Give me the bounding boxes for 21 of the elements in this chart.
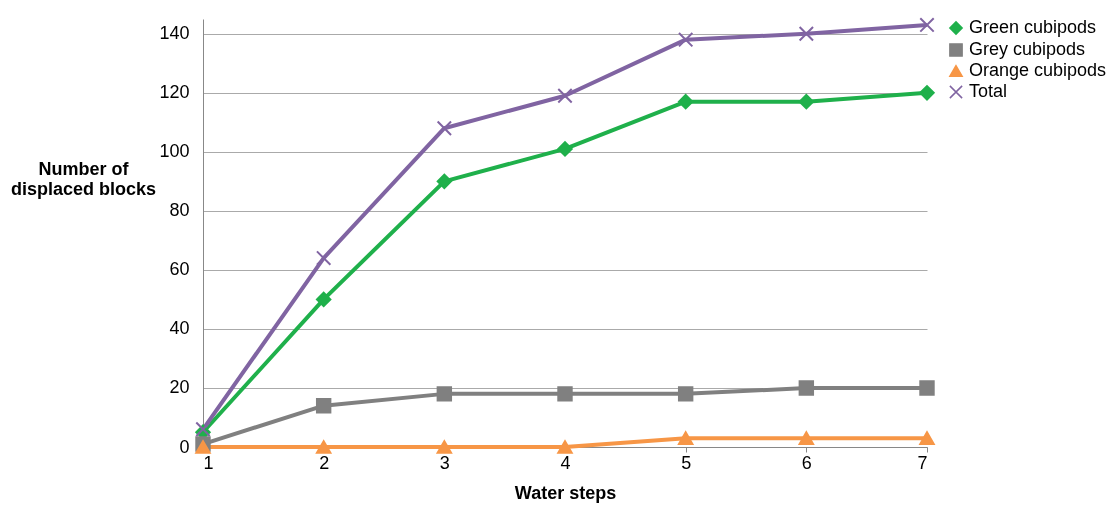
x-tick-label: 5	[681, 452, 692, 473]
y-tick-label: 60	[169, 259, 190, 280]
x-tick-label: 1	[203, 452, 214, 473]
y-tick-label: 140	[159, 23, 190, 44]
y-tick-label: 120	[159, 82, 190, 103]
legend-label: Total	[969, 81, 1008, 101]
x-tick-label: 2	[319, 452, 330, 473]
legend-label: Orange cubipods	[969, 60, 1107, 80]
y-tick-label: 0	[179, 436, 190, 457]
x-axis-title: Water steps	[514, 482, 617, 503]
x-tick-label: 7	[917, 452, 928, 473]
y-tick-label: 20	[169, 377, 190, 398]
legend-label: Grey cubipods	[969, 39, 1086, 59]
y-tick-label: 40	[169, 318, 190, 339]
legend-label: Green cubipods	[969, 17, 1097, 37]
y-axis-title: Number of displaced blocks	[10, 158, 157, 199]
y-tick-label: 100	[159, 141, 190, 162]
x-tick-label: 6	[801, 452, 812, 473]
x-tick-label: 3	[439, 452, 450, 473]
y-tick-label: 80	[169, 200, 190, 221]
x-tick-label: 4	[560, 452, 571, 473]
